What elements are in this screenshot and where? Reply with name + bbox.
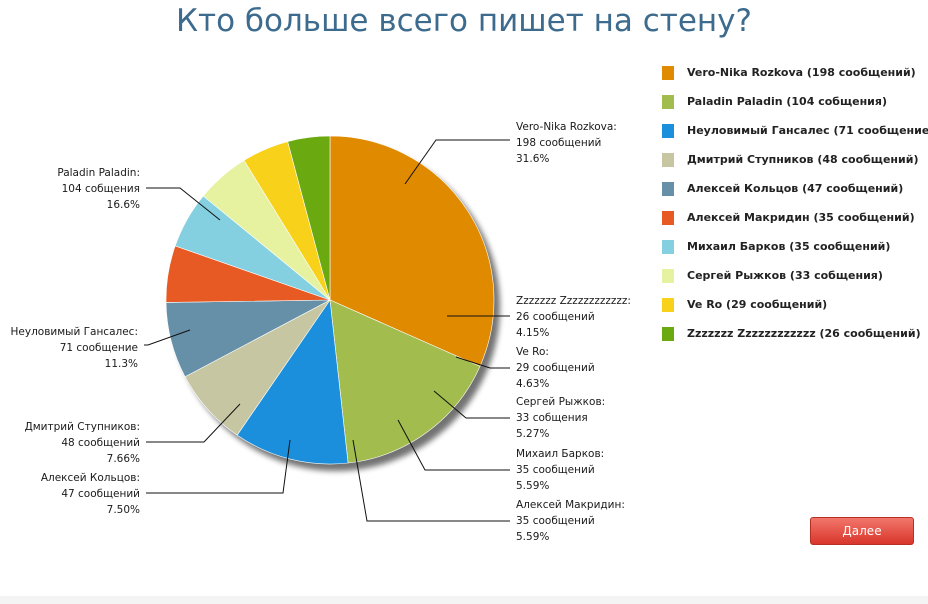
legend-swatch	[662, 210, 674, 225]
pie-slice	[287, 135, 331, 301]
legend-swatch	[662, 65, 674, 80]
legend-swatch	[662, 326, 674, 341]
pie-slice	[236, 299, 349, 465]
slice-label: Алексей Макридин: 35 сообщений 5.59%	[516, 499, 625, 543]
leader-line	[146, 187, 221, 221]
legend-item: Алексей Макридин (35 сообщений)	[662, 203, 928, 232]
legend-label: Алексей Макридин (35 сообщений)	[687, 211, 915, 224]
leader-line	[455, 356, 510, 369]
legend-item: Дмитрий Ступников (48 сообщений)	[662, 145, 928, 174]
legend-label: Zzzzzzz Zzzzzzzzzzzz (26 сообщений)	[687, 327, 921, 340]
legend-swatch	[662, 297, 674, 312]
leader-line	[404, 139, 510, 185]
legend-swatch	[662, 94, 674, 109]
slice-label: Алексей Кольцов: 47 сообщений 7.50%	[41, 472, 140, 516]
legend-swatch	[662, 123, 674, 138]
legend-label: Дмитрий Ступников (48 сообщений)	[687, 153, 919, 166]
footer-strip	[0, 596, 928, 604]
pie-slice	[329, 135, 495, 367]
slice-label: Сергей Рыжков: 33 собщения 5.27%	[516, 396, 605, 440]
legend-item: Vero-Nika Rozkova (198 сообщений)	[662, 58, 928, 87]
leader-line	[433, 390, 510, 419]
legend: Vero-Nika Rozkova (198 сообщений) Paladin…	[662, 58, 928, 348]
slice-label: Vero-Nika Rozkova: 198 сообщений 31.6%	[516, 121, 617, 165]
slice-label: Ve Ro: 29 сообщений 4.63%	[516, 346, 595, 390]
leader-line	[146, 403, 241, 443]
legend-item: Paladin Paladin (104 собщения)	[662, 87, 928, 116]
legend-swatch	[662, 239, 674, 254]
leader-line	[146, 439, 291, 494]
legend-label: Vero-Nika Rozkova (198 сообщений)	[687, 66, 916, 79]
leader-line	[352, 439, 510, 522]
leader-line	[144, 329, 191, 346]
slice-label: Zzzzzzz Zzzzzzzzzzzz: 26 сообщений 4.15%	[516, 295, 631, 339]
legend-item: Сергей Рыжков (33 собщения)	[662, 261, 928, 290]
next-button[interactable]: Далее	[810, 517, 914, 545]
slice-label: Paladin Paladin: 104 собщения 16.6%	[57, 167, 140, 211]
slice-label: Неуловимый Гансалес: 71 сообщение 11.3%	[11, 326, 139, 370]
legend-item: Алексей Кольцов (47 сообщений)	[662, 174, 928, 203]
legend-label: Ve Ro (29 сообщений)	[687, 298, 828, 311]
slice-label: Дмитрий Ступников: 48 сообщений 7.66%	[25, 421, 140, 465]
legend-label: Алексей Кольцов (47 сообщений)	[687, 182, 904, 195]
legend-label: Михаил Барков (35 сообщений)	[687, 240, 891, 253]
legend-swatch	[662, 268, 674, 283]
legend-label: Paladin Paladin (104 собщения)	[687, 95, 887, 108]
legend-item: Неуловимый Гансалес (71 сообщение)	[662, 116, 928, 145]
legend-swatch	[662, 152, 674, 167]
pie-slice	[329, 299, 481, 464]
legend-swatch	[662, 181, 674, 196]
legend-label: Неуловимый Гансалес (71 сообщение)	[687, 124, 928, 137]
slice-label: Михаил Барков: 35 сообщений 5.59%	[516, 448, 604, 492]
chart-title: Кто больше всего пишет на стену?	[176, 3, 752, 39]
legend-label: Сергей Рыжков (33 собщения)	[687, 269, 883, 282]
leader-line	[397, 419, 510, 471]
legend-item: Zzzzzzz Zzzzzzzzzzzz (26 сообщений)	[662, 319, 928, 348]
legend-item: Михаил Барков (35 сообщений)	[662, 232, 928, 261]
legend-item: Ve Ro (29 сообщений)	[662, 290, 928, 319]
